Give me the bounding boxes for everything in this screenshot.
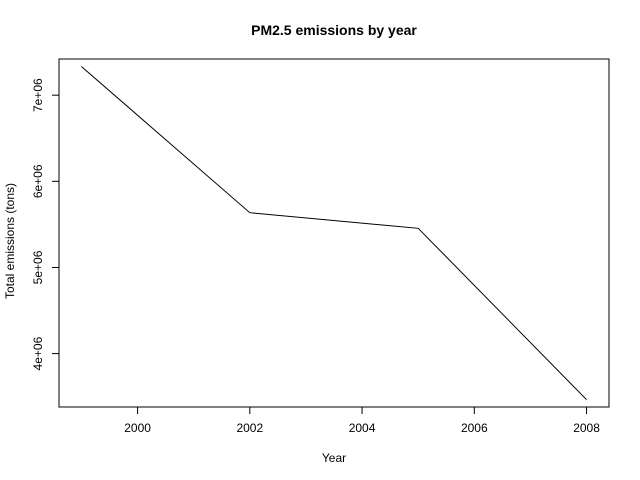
y-tick-label: 5e+06 [31,250,45,284]
x-axis-label: Year [322,451,346,465]
x-tick-label: 2004 [349,421,376,435]
x-tick-label: 2002 [236,421,263,435]
plot-frame [58,58,610,408]
x-tick-label: 2000 [124,421,151,435]
series-line [81,66,587,401]
x-axis: 2000 2002 2004 2006 2008 [124,406,600,435]
x-tick-label: 2008 [573,421,600,435]
series-layer [81,66,587,401]
x-tick-label: 2006 [461,421,488,435]
y-tick-label: 7e+06 [31,78,45,112]
y-axis-label: Total emissions (tons) [3,183,17,299]
y-tick-label: 4e+06 [31,336,45,370]
chart-title: PM2.5 emissions by year [251,22,417,38]
y-axis: 4e+06 5e+06 6e+06 7e+06 [31,78,60,370]
y-tick-label: 6e+06 [31,164,45,198]
